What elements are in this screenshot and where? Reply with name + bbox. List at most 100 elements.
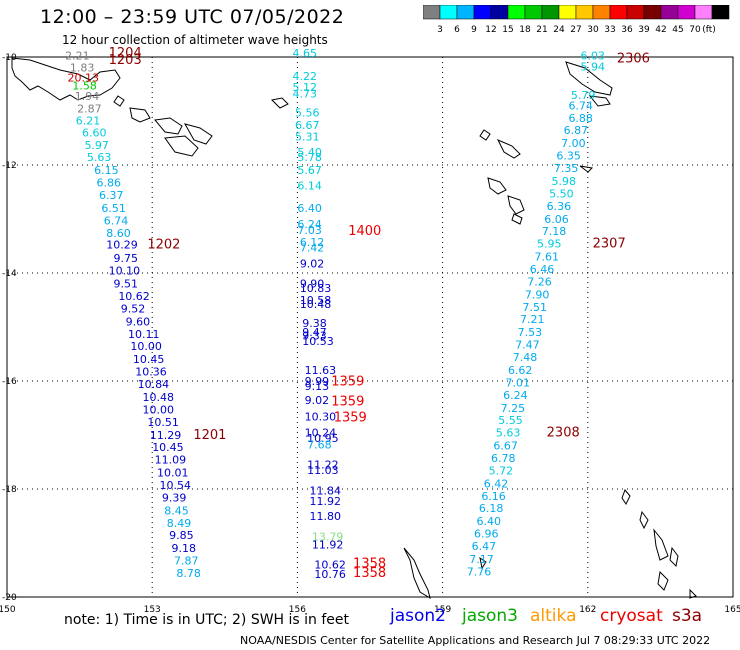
wave-height-value: 6.12 [300, 236, 325, 249]
wave-height-value: 9.75 [113, 252, 138, 265]
coastline [653, 528, 669, 561]
time-label: 1359 [331, 394, 364, 409]
coastline [496, 139, 521, 159]
wave-height-value: 7.87 [174, 555, 199, 568]
legend-label: 6 [454, 25, 460, 35]
wave-height-value: 9.02 [305, 394, 330, 407]
lat-tick-label: -18 [2, 485, 17, 495]
coastline [403, 547, 431, 600]
legend-label: 21 [536, 25, 547, 35]
lon-tick-label: 153 [144, 605, 161, 615]
legend-cryosat: cryosat [600, 606, 663, 626]
legend-label: 36 [621, 25, 633, 35]
wave-height-value: 11.03 [307, 464, 339, 477]
wave-height-value: 2.21 [65, 50, 90, 63]
time-label: 1203 [109, 53, 142, 68]
wave-height-value: 5.94 [581, 61, 606, 74]
lat-tick-label: -16 [2, 377, 17, 387]
lon-tick-label: 159 [434, 605, 451, 615]
wave-height-value: 6.14 [297, 179, 322, 192]
wave-height-value: 5.67 [297, 164, 322, 177]
time-label: 1358 [353, 556, 386, 571]
wave-height-value: 7.61 [535, 251, 560, 264]
time-label: 1359 [334, 411, 367, 426]
wave-height-value: 5.31 [295, 131, 320, 144]
wave-height-value: 7.53 [518, 326, 543, 339]
wave-height-value: 1.83 [70, 62, 95, 75]
wave-height-value: 6.51 [101, 202, 126, 215]
wave-height-value: 6.35 [556, 150, 581, 163]
wave-height-value: 7.76 [467, 565, 492, 578]
wave-height-value: 11.84 [310, 484, 342, 497]
wave-height-value: 6.87 [564, 124, 589, 137]
legend-label: 33 [604, 25, 615, 35]
legend-altika: altika [530, 606, 577, 626]
wave-height-value: 1.94 [75, 90, 100, 103]
wave-height-value: 4.65 [293, 47, 318, 60]
legend-label: 3 [437, 25, 443, 35]
wave-height-value: 10.76 [314, 568, 346, 581]
credit-line: NOAA/NESDIS Center for Satellite Applica… [240, 634, 711, 647]
wave-height-value: 6.40 [297, 202, 322, 215]
wave-height-value: 6.88 [568, 112, 593, 125]
wave-height-value: 10.62 [314, 558, 346, 571]
wave-height-value: 10.54 [159, 479, 191, 492]
legend-label: 9 [471, 25, 477, 35]
wave-height-value: 10.36 [135, 366, 167, 379]
coastline [154, 117, 183, 135]
time-label: 2306 [617, 51, 650, 66]
wave-height-value: 10.83 [300, 282, 332, 295]
map-frame [6, 56, 734, 598]
wave-height-value: 5.98 [552, 175, 577, 188]
lat-tick-label: -14 [2, 269, 17, 279]
lat-tick-label: -10 [2, 53, 17, 63]
wave-height-value: 5.12 [293, 81, 318, 94]
wave-height-value: 10.48 [143, 391, 175, 404]
wave-height-value: 7.21 [520, 313, 545, 326]
wave-height-value: 6.24 [503, 389, 527, 402]
wave-height-value: 2.87 [77, 103, 102, 116]
wave-height-value: 4.22 [293, 70, 318, 83]
wave-height-value: 5.78 [297, 151, 322, 164]
time-label: 1400 [348, 224, 381, 239]
wave-height-value: 9.51 [113, 278, 138, 291]
wave-height-value: 10.11 [128, 328, 160, 341]
wave-height-value: 9.52 [121, 302, 145, 315]
wave-height-value: 6.86 [97, 177, 122, 190]
wave-height-value: 6.40 [476, 515, 501, 528]
wave-height-value: 5.40 [297, 146, 322, 159]
wave-height-value: 11.80 [310, 510, 342, 523]
wave-height-value: 7.17 [469, 553, 494, 566]
legend-label: 45 [672, 25, 683, 35]
wave-height-value: 7.42 [300, 241, 325, 254]
time-label: 1359 [331, 374, 364, 389]
wave-height-value: 10.00 [143, 403, 175, 416]
wave-height-value: 5.56 [295, 106, 320, 119]
wave-height-value: 6.60 [82, 126, 107, 139]
coastline [639, 510, 649, 530]
wave-height-value: 10.51 [147, 416, 179, 429]
wave-height-value: 11.92 [310, 495, 342, 508]
wave-height-value: 7.26 [527, 275, 552, 288]
wave-height-value: 6.46 [530, 263, 555, 276]
wave-height-value: 11.92 [312, 538, 344, 551]
wave-height-value: 9.47 [302, 326, 327, 339]
lon-tick-label: 150 [0, 605, 16, 615]
wave-height-value: 10.53 [302, 335, 334, 348]
legend-label: 15 [502, 25, 513, 35]
coastline [657, 570, 669, 591]
wave-height-value: 7.35 [554, 162, 579, 175]
legend-label: 70 [689, 25, 701, 35]
coastline [479, 129, 491, 141]
wave-height-value: 6.36 [547, 200, 572, 213]
wave-height-value: 10.45 [133, 353, 165, 366]
wave-height-value: 6.67 [493, 440, 518, 453]
wave-height-value: 10.24 [305, 427, 337, 440]
wave-height-value: 6.37 [99, 189, 124, 202]
wave-height-value: 6.96 [474, 528, 499, 541]
wave-height-value: 5.79 [571, 89, 596, 102]
coastline [479, 556, 487, 570]
wave-height-value: 9.18 [172, 542, 197, 555]
page-subtitle: 12 hour collection of altimeter wave hei… [62, 33, 328, 47]
time-label: 1358 [353, 566, 386, 581]
